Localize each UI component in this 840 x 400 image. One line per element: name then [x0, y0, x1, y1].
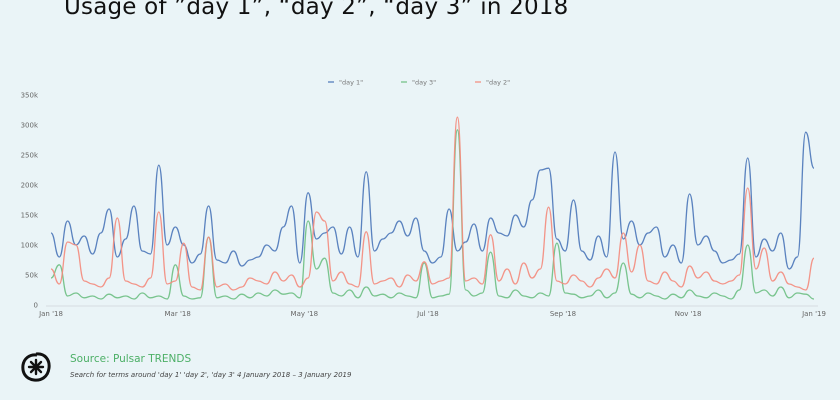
chart-title: Usage of ”day 1”, “day 2”, “day 3” in 20… — [64, 0, 569, 20]
legend: "day 1" "day 3" "day 2" — [328, 79, 510, 87]
x-tick-label: Jan '18 — [38, 310, 63, 318]
x-tick-label: Jan '19 — [801, 310, 826, 318]
legend-label: "day 3" — [412, 79, 436, 87]
y-tick-label: 100k — [21, 242, 39, 250]
x-axis: Jan '18 Mar '18 May '18 Jul '18 Sep '18 Nov '… — [38, 310, 826, 318]
x-tick-label: Sep '18 — [550, 310, 576, 318]
source-label: Source: Pulsar TRENDS — [70, 353, 192, 365]
series-lines — [50, 116, 815, 300]
y-tick-label: 350k — [21, 92, 39, 100]
legend-label: "day 1" — [339, 79, 363, 87]
legend-item[interactable]: "day 1" — [328, 79, 363, 87]
x-tick-label: May '18 — [291, 310, 319, 318]
x-tick-label: Mar '18 — [165, 310, 191, 318]
y-tick-label: 150k — [21, 212, 39, 220]
series-line-day-3 — [50, 129, 815, 300]
y-axis: 0 50k 100k 150k 200k 250k 300k 350k — [21, 92, 39, 310]
legend-item[interactable]: "day 2" — [475, 79, 510, 87]
y-tick-label: 250k — [21, 152, 39, 160]
y-tick-label: 0 — [34, 302, 38, 310]
y-tick-label: 50k — [25, 272, 39, 280]
pulsar-logo-icon — [21, 352, 51, 382]
legend-label: "day 2" — [486, 79, 510, 87]
x-tick-label: Jul '18 — [416, 310, 439, 318]
y-tick-label: 300k — [21, 122, 39, 130]
source-description: Search for terms around 'day 1' 'day 2',… — [70, 371, 352, 379]
x-tick-label: Nov '18 — [675, 310, 702, 318]
y-tick-label: 200k — [21, 182, 39, 190]
legend-item[interactable]: "day 3" — [401, 79, 436, 87]
series-line-day-1 — [50, 131, 815, 270]
series-line-day-2 — [50, 116, 815, 291]
